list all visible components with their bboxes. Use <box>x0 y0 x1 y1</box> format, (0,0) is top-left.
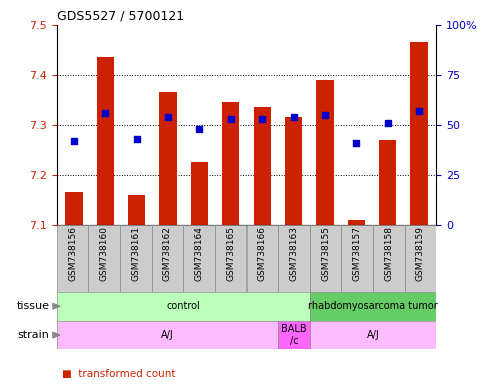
Point <box>258 116 266 122</box>
Bar <box>152 225 183 292</box>
Bar <box>310 321 436 349</box>
Point <box>133 136 141 142</box>
Bar <box>317 80 334 225</box>
Point <box>102 110 109 116</box>
Point <box>415 108 423 114</box>
Bar <box>65 192 83 225</box>
Text: rhabdomyosarcoma tumor: rhabdomyosarcoma tumor <box>308 301 438 311</box>
Bar <box>215 225 246 292</box>
Bar <box>278 225 310 292</box>
Bar <box>310 292 436 321</box>
Bar <box>128 195 145 225</box>
Bar <box>310 225 341 292</box>
Bar <box>341 225 373 292</box>
Bar <box>379 140 396 225</box>
Text: A/J: A/J <box>161 330 174 340</box>
Bar <box>410 42 427 225</box>
Bar <box>159 92 176 225</box>
Point <box>227 116 235 122</box>
Text: GSM738155: GSM738155 <box>321 226 330 281</box>
Point <box>384 120 391 126</box>
Text: GSM738165: GSM738165 <box>226 226 235 281</box>
Text: GSM738163: GSM738163 <box>289 226 298 281</box>
Bar <box>57 225 88 292</box>
Bar <box>373 225 405 292</box>
Bar <box>120 225 152 292</box>
Text: ■  transformed count: ■ transformed count <box>62 369 175 379</box>
Text: GSM738156: GSM738156 <box>68 226 77 281</box>
Bar <box>97 57 114 225</box>
Text: GSM738158: GSM738158 <box>385 226 393 281</box>
Text: GSM738166: GSM738166 <box>258 226 267 281</box>
Point <box>289 114 297 120</box>
Text: GSM738162: GSM738162 <box>163 226 172 281</box>
Bar <box>405 225 436 292</box>
Bar <box>222 102 240 225</box>
Bar <box>348 220 365 225</box>
Bar <box>191 162 208 225</box>
Text: GSM738159: GSM738159 <box>416 226 425 281</box>
Point <box>352 140 360 146</box>
Text: GSM738164: GSM738164 <box>195 226 204 281</box>
Text: A/J: A/J <box>367 330 380 340</box>
Text: GDS5527 / 5700121: GDS5527 / 5700121 <box>57 9 184 22</box>
Text: BALB
/c: BALB /c <box>281 324 307 346</box>
Bar <box>285 117 302 225</box>
Text: tissue: tissue <box>16 301 49 311</box>
Point <box>321 112 329 118</box>
Bar <box>246 225 278 292</box>
Text: control: control <box>166 301 200 311</box>
Point <box>164 114 172 120</box>
Text: GSM738157: GSM738157 <box>352 226 362 281</box>
Bar <box>183 225 215 292</box>
Point <box>196 126 204 132</box>
Text: GSM738160: GSM738160 <box>100 226 108 281</box>
Point <box>70 138 78 144</box>
Bar <box>278 321 310 349</box>
Bar <box>57 321 278 349</box>
Bar <box>253 107 271 225</box>
Bar <box>57 292 310 321</box>
Text: strain: strain <box>17 330 49 340</box>
Text: GSM738161: GSM738161 <box>131 226 141 281</box>
Bar <box>88 225 120 292</box>
